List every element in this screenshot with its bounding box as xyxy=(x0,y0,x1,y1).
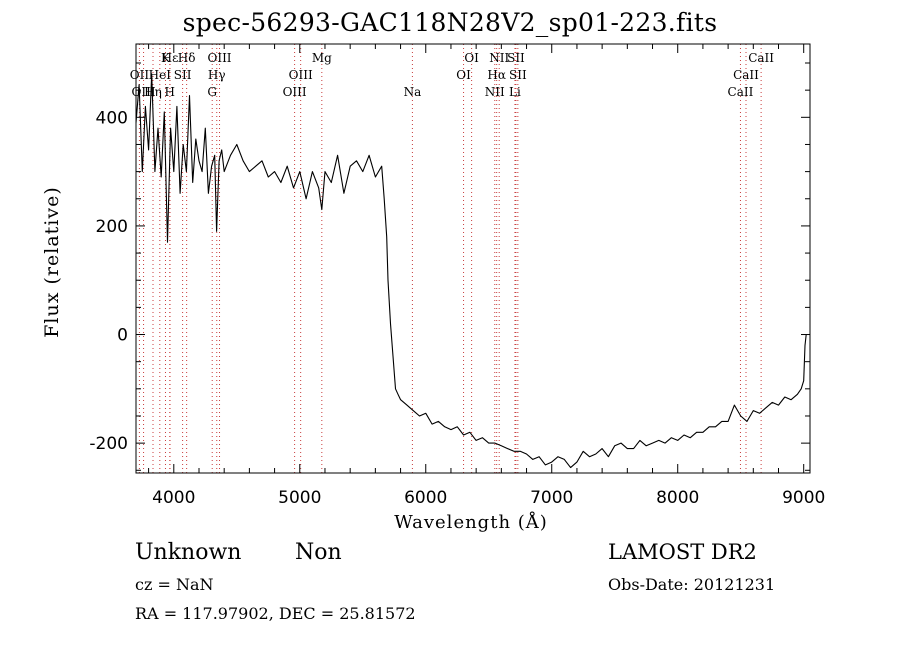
sky-coordinates: RA = 117.97902, DEC = 25.81572 xyxy=(135,604,416,623)
line-marker-label: SII xyxy=(509,68,527,82)
line-marker-label: SII xyxy=(174,68,192,82)
line-marker-label: CaII xyxy=(733,68,759,82)
line-marker-label: Li xyxy=(509,85,521,99)
line-marker-label: Mg xyxy=(312,51,332,65)
redshift-readout: cz = NaN xyxy=(135,575,214,594)
x-tick-label: 6000 xyxy=(404,488,447,508)
line-marker-label: HeI xyxy=(149,68,172,82)
y-tick-label: 200 xyxy=(96,217,128,237)
line-marker-label: OIII xyxy=(283,85,307,99)
spectrum-line xyxy=(135,73,807,469)
y-axis-label: Flux (relative) xyxy=(41,186,63,338)
line-marker-label: OIII xyxy=(132,85,156,99)
line-marker-label: Hδ xyxy=(178,51,196,65)
line-marker-label: Hγ xyxy=(208,68,226,82)
line-marker-label: CaII xyxy=(748,51,774,65)
line-marker-label: CaII xyxy=(728,85,754,99)
line-marker-label: OI xyxy=(464,51,479,65)
object-class: Unknown xyxy=(135,540,242,565)
line-marker-label: Na xyxy=(404,85,422,99)
x-axis-label: Wavelength (Å) xyxy=(394,512,548,533)
line-marker-label: OIII xyxy=(207,51,231,65)
line-marker-label: NII xyxy=(485,85,505,99)
line-marker-label: NII xyxy=(489,51,509,65)
plot-frame xyxy=(135,43,811,474)
line-marker-label: K xyxy=(161,51,171,65)
object-subclass: Non xyxy=(295,540,342,565)
line-marker-label: G xyxy=(207,85,217,99)
spectrum-series xyxy=(135,73,807,469)
line-marker-label: Hα xyxy=(487,68,506,82)
x-tick-label: 8000 xyxy=(656,488,699,508)
x-tick-label: 7000 xyxy=(530,488,573,508)
line-marker-label: H xyxy=(165,85,175,99)
line-markers xyxy=(138,44,762,473)
observation-date: Obs-Date: 20121231 xyxy=(608,575,776,594)
y-tick-label: -200 xyxy=(89,434,128,454)
line-marker-label: OIII xyxy=(289,68,313,82)
chart-title: spec-56293-GAC118N28V2_sp01-223.fits xyxy=(182,8,718,37)
x-tick-label: 5000 xyxy=(278,488,321,508)
line-marker-label: SII xyxy=(507,51,525,65)
line-marker-label: OI xyxy=(456,68,471,82)
y-tick-label: 400 xyxy=(96,108,128,128)
x-tick-label: 9000 xyxy=(782,488,825,508)
x-tick-label: 4000 xyxy=(152,488,195,508)
line-marker-label: Hε xyxy=(162,51,179,65)
y-tick-label: 0 xyxy=(117,326,128,346)
line-marker-label: Hη xyxy=(144,85,162,99)
survey-name: LAMOST DR2 xyxy=(608,540,757,564)
axis-ticks: 4000 5000 6000 7000 8000 9000 -200 0 200 400 xyxy=(89,44,825,508)
line-marker-label: OII xyxy=(130,68,150,82)
